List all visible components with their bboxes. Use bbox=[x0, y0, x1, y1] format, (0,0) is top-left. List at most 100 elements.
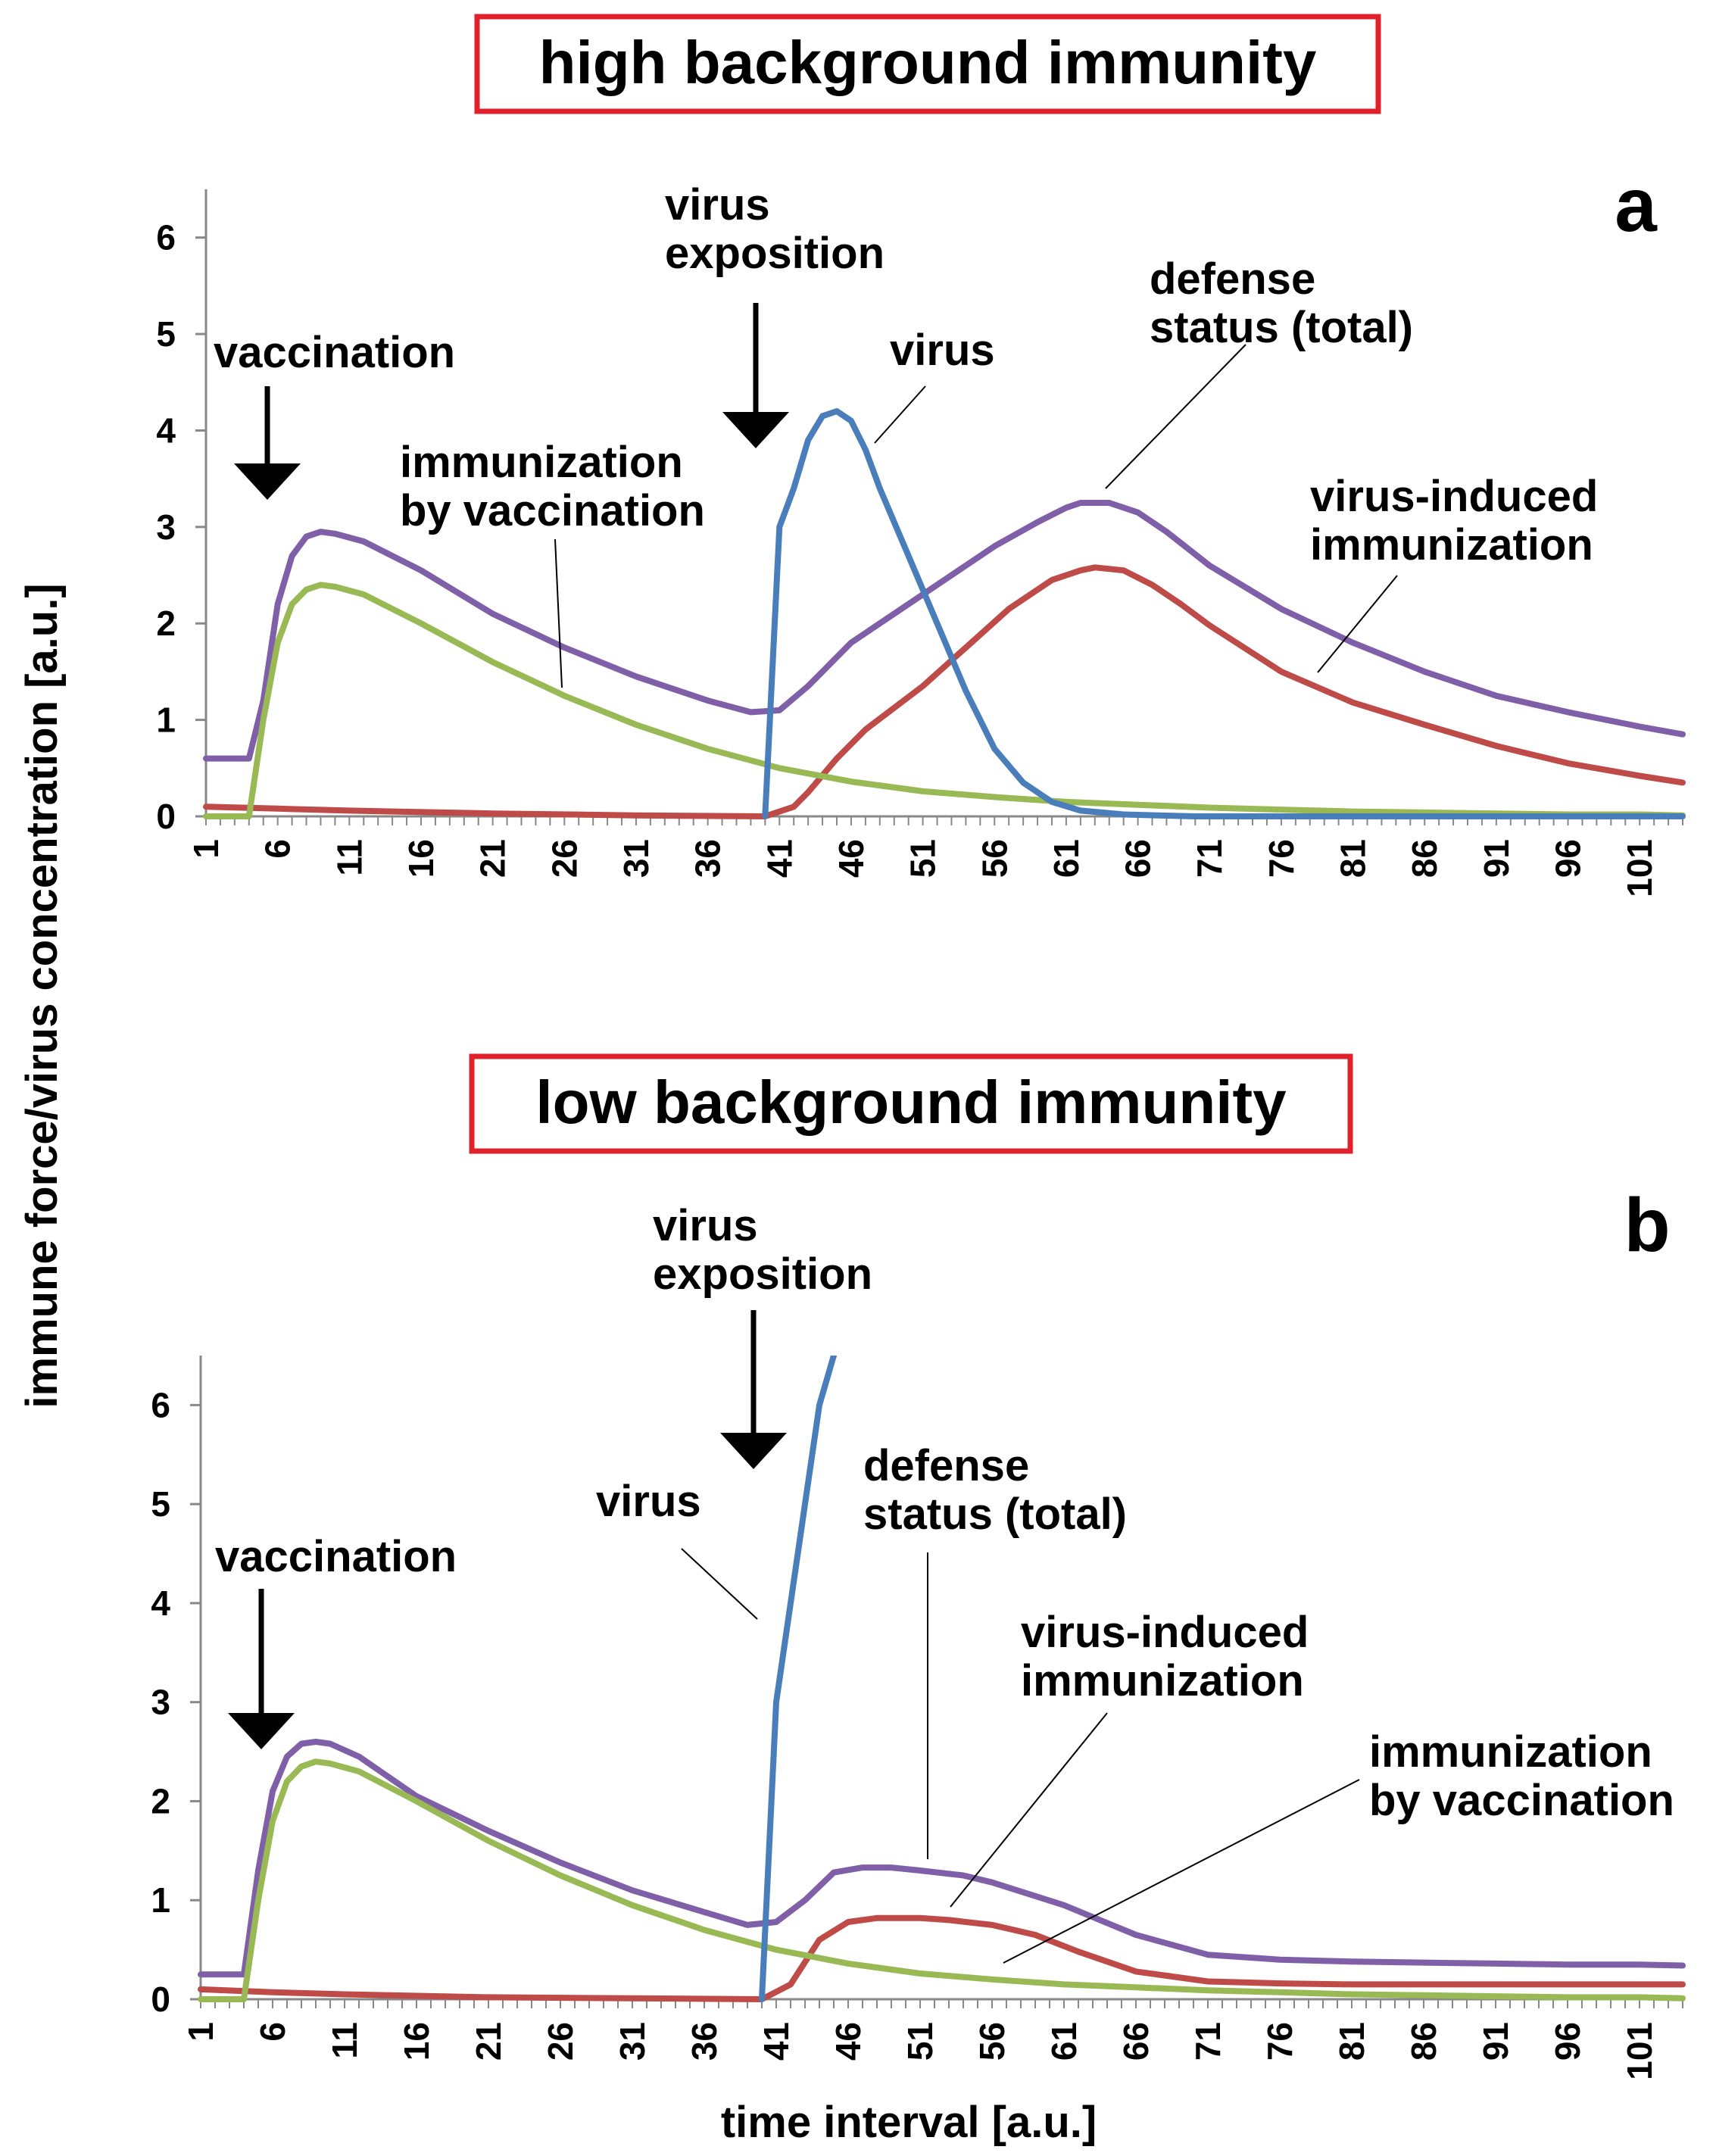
y-tick-label: 4 bbox=[156, 410, 176, 450]
arrow-head-exposition bbox=[722, 412, 789, 448]
panel-title-a: high background immunity bbox=[539, 29, 1317, 96]
x-tick-label: 91 bbox=[1477, 839, 1516, 878]
x-tick-label: 56 bbox=[975, 839, 1014, 878]
x-tick-label: 6 bbox=[258, 839, 298, 859]
x-tick-label: 11 bbox=[329, 839, 369, 876]
series-line-defense-status-total- bbox=[203, 500, 1686, 762]
annotation-defense: defense status (total) bbox=[1150, 254, 1413, 352]
x-tick-label: 51 bbox=[900, 2022, 940, 2061]
y-tick-label: 3 bbox=[151, 1683, 170, 1722]
x-tick-label: 96 bbox=[1549, 839, 1588, 878]
x-tick-label: 1 bbox=[186, 839, 226, 859]
x-tick-label: 101 bbox=[1620, 839, 1659, 897]
x-tick-label: 41 bbox=[757, 2022, 796, 2061]
y-tick-label: 4 bbox=[151, 1583, 170, 1623]
x-tick-label: 66 bbox=[1116, 2022, 1156, 2061]
x-tick-label: 86 bbox=[1404, 2022, 1443, 2061]
series-line-virus-induced-immunization bbox=[203, 564, 1686, 819]
annotation-vaccination: vaccination bbox=[214, 328, 455, 377]
x-tick-label: 1 bbox=[181, 2022, 220, 2042]
x-tick-label: 46 bbox=[831, 839, 871, 878]
annotation-vaccine_imm: immunization by vaccination bbox=[400, 438, 705, 535]
y-tick-label: 0 bbox=[151, 1980, 170, 2019]
x-tick-label: 6 bbox=[253, 2022, 292, 2042]
annotation-exposition: virus exposition bbox=[665, 180, 885, 278]
leader-line-induced bbox=[1317, 575, 1398, 673]
y-tick-label: 3 bbox=[156, 507, 176, 547]
y-tick-label: 5 bbox=[151, 1484, 170, 1524]
x-tick-label: 56 bbox=[972, 2022, 1012, 2061]
x-axis-label: time interval [a.u.] bbox=[721, 2098, 1097, 2147]
x-tick-label: 31 bbox=[616, 839, 656, 878]
x-tick-label: 66 bbox=[1119, 839, 1158, 878]
y-tick-label: 0 bbox=[156, 797, 176, 836]
leader-line-defense bbox=[1105, 344, 1246, 489]
x-tick-label: 26 bbox=[544, 839, 584, 878]
leader-line-virus bbox=[681, 1548, 758, 1620]
y-tick-label: 6 bbox=[151, 1385, 170, 1424]
annotation-virus: virus bbox=[890, 326, 995, 375]
series-line-defense-status-total- bbox=[198, 1739, 1686, 1978]
arrow-head-vaccination bbox=[228, 1713, 295, 1749]
annotation-virus: virus bbox=[596, 1477, 701, 1526]
x-tick-label: 16 bbox=[401, 839, 441, 878]
panel-letter-a: a bbox=[1615, 163, 1658, 248]
series-lines-a bbox=[203, 408, 1686, 819]
y-tick-label: 6 bbox=[156, 218, 176, 257]
annotation-vaccine_imm: immunization by vaccination bbox=[1369, 1727, 1674, 1825]
title-box-a bbox=[474, 14, 1381, 114]
x-tick-label: 61 bbox=[1047, 839, 1086, 878]
y-tick-label: 1 bbox=[151, 1880, 170, 1920]
x-tick-label: 71 bbox=[1188, 2022, 1228, 2061]
leader-line-induced bbox=[950, 1712, 1108, 1908]
y-axis-label: immune force/virus concentration [a.u.] bbox=[17, 583, 67, 1408]
leader-line-virus bbox=[874, 385, 926, 444]
series-line-immunization-by-vaccination bbox=[203, 582, 1686, 819]
leader-line-vaccine_imm bbox=[1003, 1779, 1360, 1964]
series-line-virus bbox=[759, 1356, 837, 2002]
x-tick-label: 91 bbox=[1476, 2022, 1515, 2061]
annotation-defense: defense status (total) bbox=[863, 1441, 1127, 1539]
x-tick-label: 76 bbox=[1260, 2022, 1299, 2061]
x-tick-label: 76 bbox=[1262, 839, 1301, 878]
y-tick-label: 2 bbox=[156, 604, 176, 643]
series-line-virus bbox=[762, 408, 1686, 819]
x-tick-label: 26 bbox=[541, 2022, 580, 2061]
x-tick-label: 81 bbox=[1334, 839, 1373, 878]
y-tick-label: 1 bbox=[156, 700, 176, 740]
x-tick-label: 36 bbox=[685, 2022, 724, 2061]
leader-line-vaccine_imm bbox=[554, 538, 563, 688]
panel-title-b: low background immunity bbox=[535, 1069, 1287, 1136]
y-tick-label: 2 bbox=[151, 1781, 170, 1821]
x-tick-label: 86 bbox=[1405, 839, 1444, 878]
annotation-exposition: virus exposition bbox=[653, 1201, 872, 1299]
arrow-head-vaccination bbox=[234, 463, 301, 500]
annotations-b: vaccination virus exposition virus defense st… bbox=[215, 1201, 1674, 1964]
series-lines-b bbox=[198, 1356, 1686, 2002]
x-tick-label: 41 bbox=[760, 839, 799, 878]
x-tick-label: 36 bbox=[688, 839, 728, 878]
title-box-b bbox=[469, 1053, 1353, 1154]
series-line-immunization-by-vaccination bbox=[198, 1758, 1686, 2002]
x-tick-label: 21 bbox=[473, 839, 513, 878]
x-tick-label: 16 bbox=[397, 2022, 436, 2061]
annotation-induced: virus-induced immunization bbox=[1021, 1608, 1309, 1705]
x-tick-label: 11 bbox=[325, 2022, 364, 2059]
annotation-vaccination: vaccination bbox=[215, 1532, 457, 1581]
annotation-induced: virus-induced immunization bbox=[1310, 472, 1598, 569]
x-tick-label: 51 bbox=[903, 839, 943, 878]
x-tick-label: 21 bbox=[469, 2022, 508, 2061]
panel-letter-b: b bbox=[1624, 1183, 1670, 1268]
y-tick-label: 5 bbox=[156, 314, 176, 354]
x-tick-label: 61 bbox=[1044, 2022, 1084, 2061]
arrow-head-exposition bbox=[720, 1433, 787, 1469]
x-tick-label: 46 bbox=[828, 2022, 868, 2061]
x-tick-label: 101 bbox=[1620, 2022, 1659, 2080]
series-line-virus-induced-immunization bbox=[198, 1914, 1686, 2002]
x-tick-label: 96 bbox=[1548, 2022, 1587, 2061]
